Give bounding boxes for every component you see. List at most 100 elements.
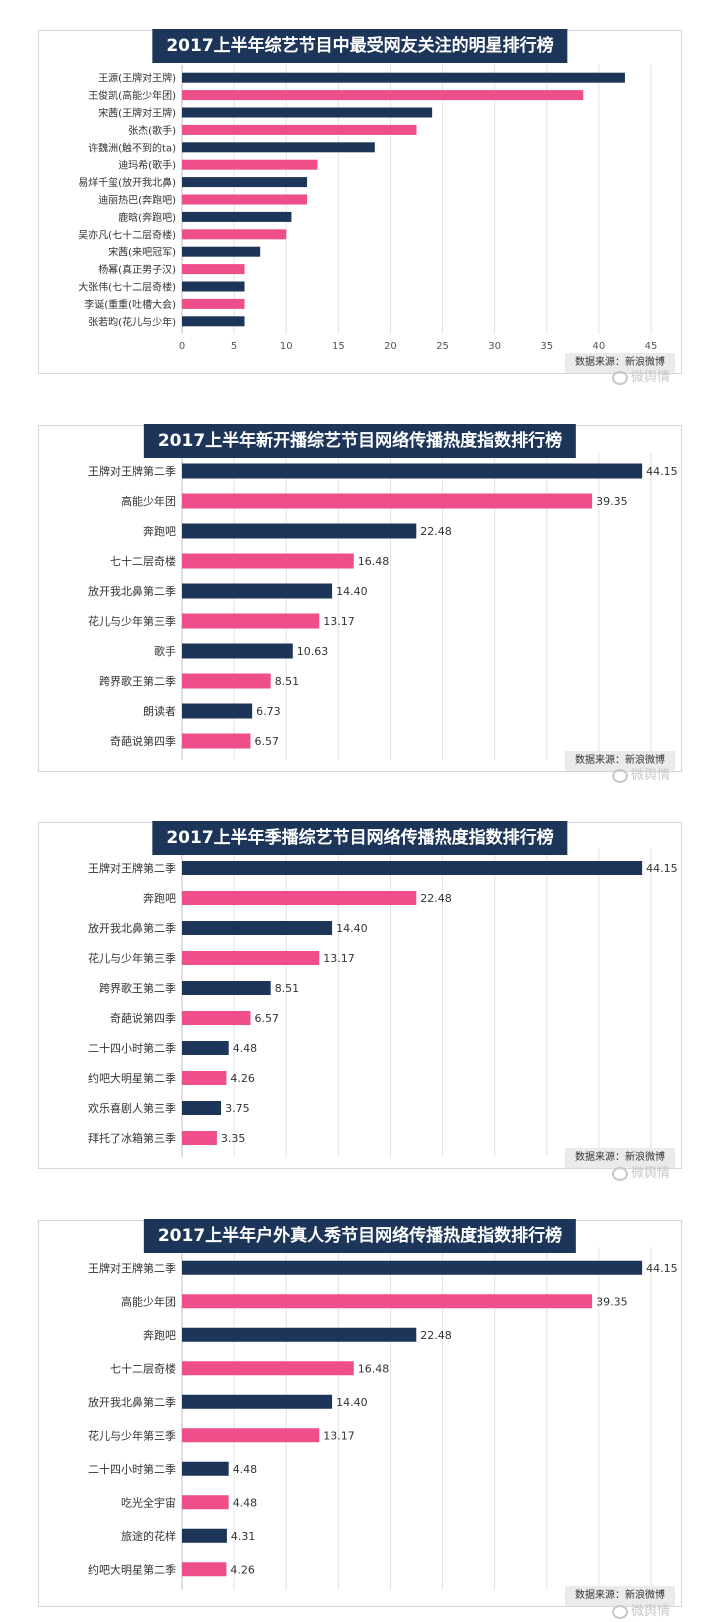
category-label: 迪丽热巴(奔跑吧) xyxy=(98,194,176,207)
bar xyxy=(182,583,333,599)
bar xyxy=(182,298,245,309)
category-label: 欢乐喜剧人第三季 xyxy=(88,1101,176,1115)
bar xyxy=(182,159,318,170)
weibo-icon xyxy=(612,1604,628,1619)
bar xyxy=(182,733,251,749)
chart-title: 2017上半年季播综艺节目网络传播热度指数排行榜 xyxy=(152,821,568,855)
x-tick-label: 10 xyxy=(280,341,293,352)
bar xyxy=(182,1131,217,1145)
watermark: 微舆情 xyxy=(612,1600,670,1619)
category-label: 迪玛希(歌手) xyxy=(118,159,176,172)
value-label: 44.15 xyxy=(646,862,678,875)
category-label: 放开我北鼻第二季 xyxy=(88,584,176,598)
bar xyxy=(182,673,271,689)
bar xyxy=(182,613,320,629)
category-label: 约吧大明星第二季 xyxy=(88,1071,176,1085)
chart-panel-stars: 王源(王牌对王牌) 王俊凯(高能少年团) 宋茜(王牌对王牌) 张杰(歌手) 许魏洲(触不… xyxy=(38,29,682,374)
category-label: 奔跑吧 xyxy=(143,891,176,905)
bar xyxy=(182,124,417,135)
category-label: 约吧大明星第二季 xyxy=(88,1562,176,1576)
watermark-text: 微舆情 xyxy=(631,768,671,783)
category-label: 王俊凯(高能少年团) xyxy=(88,89,176,102)
value-label: 44.15 xyxy=(646,1262,678,1275)
bar xyxy=(182,1071,227,1085)
source-label: 数据来源：新浪微博 xyxy=(565,1148,675,1168)
weibo-icon xyxy=(612,370,628,385)
chart-panel-season-shows: 王牌对王牌第二季 44.15 奔跑吧 22.48 放开我北鼻第二季 14.40 花儿与少年第… xyxy=(38,821,682,1169)
chart-svg-stars: 王源(王牌对王牌) 王俊凯(高能少年团) 宋茜(王牌对王牌) 张杰(歌手) 许魏洲(触不… xyxy=(78,65,658,352)
category-label: 鹿晗(奔跑吧) xyxy=(118,211,176,224)
chart-title: 2017上半年综艺节目中最受网友关注的明星排行榜 xyxy=(152,29,568,63)
watermark: 微舆情 xyxy=(612,1162,670,1181)
x-tick-label: 30 xyxy=(488,341,501,352)
watermark: 微舆情 xyxy=(612,764,670,783)
category-label: 王牌对王牌第二季 xyxy=(88,464,176,478)
bar xyxy=(182,951,320,965)
value-label: 14.40 xyxy=(336,1396,368,1409)
bar xyxy=(182,281,245,292)
category-label: 奇葩说第四季 xyxy=(110,1011,176,1025)
value-label: 14.40 xyxy=(336,922,368,935)
bar xyxy=(182,703,253,719)
bar xyxy=(182,1327,417,1342)
value-label: 4.48 xyxy=(233,1042,258,1055)
watermark-text: 微舆情 xyxy=(631,1166,671,1181)
category-label: 二十四小时第二季 xyxy=(88,1462,176,1476)
bar xyxy=(182,523,417,539)
value-label: 13.17 xyxy=(323,615,355,628)
value-label: 16.48 xyxy=(358,1362,390,1375)
chart-svg-outdoor-shows: 王牌对王牌第二季 44.15 高能少年团 39.35 奔跑吧 22.48 七十二层奇楼 16.… xyxy=(88,1247,678,1590)
bar xyxy=(182,1562,227,1577)
bar xyxy=(182,177,308,188)
category-label: 跨界歌王第二季 xyxy=(99,981,176,995)
chart-title: 2017上半年新开播综艺节目网络传播热度指数排行榜 xyxy=(143,424,577,458)
bar xyxy=(182,643,293,659)
bar xyxy=(182,891,417,905)
bar xyxy=(182,194,308,205)
category-label: 李诞(重重(吐槽大会) xyxy=(84,298,176,311)
bar xyxy=(182,107,433,118)
value-label: 4.31 xyxy=(231,1530,256,1543)
value-label: 6.57 xyxy=(254,735,279,748)
x-tick-label: 45 xyxy=(645,341,658,352)
value-label: 44.15 xyxy=(646,465,678,478)
value-label: 13.17 xyxy=(323,952,355,965)
bar xyxy=(182,246,261,257)
category-label: 放开我北鼻第二季 xyxy=(88,921,176,935)
value-label: 8.51 xyxy=(275,675,300,688)
category-label: 高能少年团 xyxy=(121,494,176,508)
bar xyxy=(182,316,245,327)
value-label: 14.40 xyxy=(336,585,368,598)
x-tick-label: 40 xyxy=(593,341,606,352)
bar xyxy=(182,1294,593,1309)
bar xyxy=(182,463,643,479)
bar xyxy=(182,1394,333,1409)
value-label: 22.48 xyxy=(420,1329,452,1342)
category-label: 歌手 xyxy=(154,644,176,658)
value-label: 6.73 xyxy=(256,705,281,718)
category-label: 花儿与少年第三季 xyxy=(88,951,176,965)
category-label: 王牌对王牌第二季 xyxy=(88,861,176,875)
category-label: 宋茜(来吧冠军) xyxy=(108,246,176,259)
watermark: 微舆情 xyxy=(612,366,670,385)
bar xyxy=(182,90,584,101)
value-label: 39.35 xyxy=(596,1295,628,1308)
value-label: 4.26 xyxy=(230,1563,255,1576)
bar xyxy=(182,264,245,275)
bar xyxy=(182,1361,354,1376)
bar xyxy=(182,1011,251,1025)
source-label: 数据来源：新浪微博 xyxy=(565,353,675,373)
chart-panel-outdoor-shows: 王牌对王牌第二季 44.15 高能少年团 39.35 奔跑吧 22.48 七十二层奇楼 16.… xyxy=(38,1219,682,1607)
chart-title: 2017上半年户外真人秀节目网络传播热度指数排行榜 xyxy=(143,1219,577,1253)
value-label: 4.48 xyxy=(233,1463,258,1476)
category-label: 拜托了冰箱第三季 xyxy=(88,1131,176,1145)
bar xyxy=(182,229,287,240)
value-label: 4.26 xyxy=(230,1072,255,1085)
category-label: 大张伟(七十二层奇楼) xyxy=(78,281,176,294)
value-label: 3.75 xyxy=(225,1102,250,1115)
bar xyxy=(182,1528,227,1543)
bar xyxy=(182,1461,229,1476)
category-label: 宋茜(王牌对王牌) xyxy=(98,107,176,120)
category-label: 二十四小时第二季 xyxy=(88,1041,176,1055)
category-label: 王牌对王牌第二季 xyxy=(88,1261,176,1275)
